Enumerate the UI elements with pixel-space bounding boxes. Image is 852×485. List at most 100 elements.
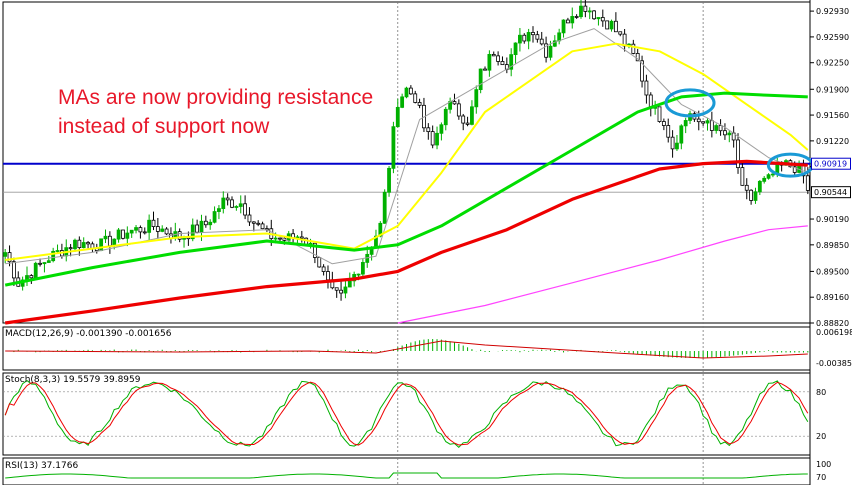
ma-fast-line (5, 28, 808, 265)
candle-body (42, 262, 47, 265)
candle-body (574, 16, 579, 18)
candle-body (238, 203, 243, 207)
candle-body (334, 287, 339, 291)
candle-body (260, 223, 265, 230)
candle-body (705, 120, 710, 124)
candle-body (225, 197, 230, 201)
macd-tick-top: 0.006198 (816, 328, 852, 337)
rsi-tick-100: 100 (816, 460, 831, 469)
y-tick-label: 0.92590 (816, 33, 849, 42)
candle-body (683, 120, 688, 127)
candle-body (230, 199, 234, 208)
candle-body (544, 43, 548, 58)
candle-body (714, 125, 719, 131)
candle-body (278, 237, 282, 240)
candle-body (753, 191, 758, 201)
y-tick-label: 0.92930 (816, 7, 849, 16)
candle-body (526, 32, 531, 42)
y-tick-label: 0.91560 (816, 111, 849, 120)
candle-body (103, 235, 108, 240)
candle-body (666, 125, 671, 138)
candle-body (496, 55, 501, 62)
candle-body (129, 229, 134, 234)
candle-body (326, 271, 330, 281)
candle-body (99, 238, 104, 252)
candle-body (217, 208, 221, 212)
candle-body (657, 106, 662, 122)
candle-body (609, 20, 614, 30)
candle-body (408, 87, 413, 95)
y-tick-label: 0.89500 (816, 267, 849, 276)
stoch-main-line (4, 379, 809, 448)
candle-body (378, 222, 383, 237)
candle-body (199, 220, 204, 233)
candle-body (147, 219, 152, 233)
candle-body (12, 261, 16, 279)
price-label-1: 0.90544 (814, 188, 847, 197)
price-label-inner (812, 158, 850, 169)
candle-body (613, 20, 618, 33)
stoch-label: Stoch(8,3,3) 19.5579 39.8959 (5, 375, 141, 385)
candle-body (68, 247, 73, 250)
ma-magenta-line (397, 225, 808, 324)
candle-body (478, 68, 483, 91)
candle-body (164, 228, 169, 235)
candle-body (727, 132, 732, 136)
candle-body (640, 60, 644, 82)
candle-body (321, 266, 326, 272)
candle-body (723, 130, 727, 136)
candle-body (561, 19, 566, 34)
candle-body (675, 142, 679, 150)
candle-body (125, 232, 130, 239)
candle-body (413, 93, 418, 103)
y-tick-label: 0.89160 (816, 293, 849, 302)
candle-body (77, 239, 82, 249)
candle-body (452, 101, 457, 105)
candles (3, 0, 810, 301)
candle-body (465, 122, 470, 125)
candle-body (73, 239, 77, 250)
y-tick-label: 0.91900 (816, 85, 849, 94)
candle-body (138, 227, 143, 233)
y-tick-label: 0.89850 (816, 241, 849, 250)
stoch-tick-80: 80 (816, 388, 826, 397)
candle-body (86, 242, 90, 245)
candle-body (134, 227, 138, 231)
candle-body (644, 80, 649, 96)
candle-body (391, 126, 396, 169)
price-label-0: 0.90919 (814, 160, 847, 169)
candle-body (177, 231, 182, 240)
candle-body (51, 250, 56, 262)
candle-body (596, 17, 601, 20)
candle-body (762, 177, 767, 182)
candle-body (456, 103, 461, 117)
candle-body (29, 275, 34, 279)
candle-body (317, 257, 322, 268)
candle-body (400, 96, 405, 108)
y-tick-label: 0.90190 (816, 215, 849, 224)
rsi-line (5, 472, 808, 479)
candle-body (539, 38, 544, 45)
candle-body (142, 231, 147, 234)
candle-body (470, 106, 474, 125)
candle-body (347, 280, 352, 288)
candle-body (439, 124, 444, 134)
y-tick-label: 0.92250 (816, 59, 849, 68)
candle-body (356, 273, 361, 276)
candle-body (709, 120, 714, 131)
candle-body (360, 262, 365, 275)
candle-body (435, 132, 439, 146)
ma-green-line (4, 91, 808, 287)
candle-body (7, 252, 12, 263)
candle-body (566, 19, 570, 24)
candle-body (679, 125, 684, 144)
candle-body (343, 286, 348, 294)
candle-body (701, 121, 706, 124)
candle-body (548, 45, 553, 58)
candle-body (535, 34, 540, 40)
candle-body (221, 197, 226, 210)
candle-body (792, 166, 797, 173)
candle-body (631, 43, 636, 54)
candle-body (3, 252, 8, 257)
